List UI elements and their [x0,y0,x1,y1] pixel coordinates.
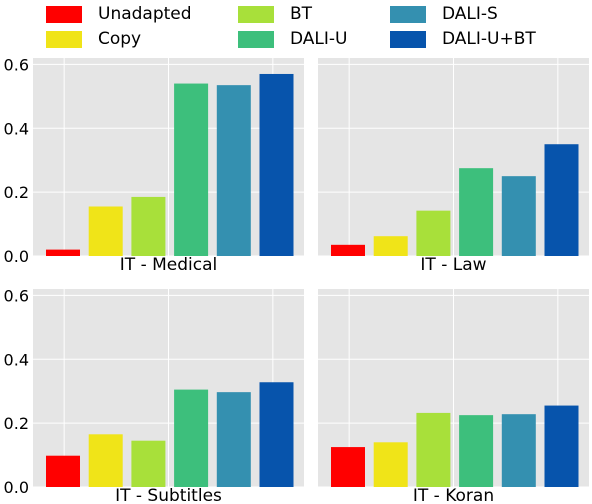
y-tick-label: 0.6 [4,55,29,74]
bar-dali-u [174,83,209,256]
legend-item: BT [238,2,312,26]
bar-dali-u [459,168,494,256]
bar-unadapted [331,447,365,487]
bar-dali-s [501,176,536,256]
bar-copy [373,442,408,487]
bar-bt [416,412,451,487]
legend-item: DALI-U [238,27,347,51]
bar-dali-u-bt [259,382,294,487]
legend-item: Unadapted [46,2,192,26]
legend-swatch [390,30,426,48]
legend-label: DALI-U [290,29,348,49]
bar-dali-s [216,392,251,487]
bar-copy [373,236,408,256]
legend-swatch [46,5,82,23]
legend-label: DALI-S [442,4,498,24]
y-tick-label: 0.6 [4,286,29,305]
bar-dali-u-bt [259,73,294,256]
bar-bt [131,196,166,256]
bar-unadapted [46,455,80,487]
legend-item: DALI-S [390,2,498,26]
bar-dali-u [459,415,494,487]
bar-copy [88,206,123,256]
y-tick-label: 0.2 [4,414,29,433]
panel-title: IT - Koran [413,486,494,504]
legend-label: Copy [98,29,142,49]
bar-bt [416,210,451,256]
panel-title: IT - Law [420,255,486,275]
bar-copy [88,434,123,487]
bar-dali-s [501,414,536,487]
bar-unadapted [331,244,365,256]
y-tick-label: 0.4 [4,119,29,138]
y-tick-label: 0.0 [4,478,29,497]
panel-title: IT - Medical [120,255,217,275]
y-tick-label: 0.4 [4,350,29,369]
legend-swatch [390,5,426,23]
bar-bt [131,440,166,487]
legend-swatch [238,30,274,48]
bar-dali-u [174,389,209,487]
legend-swatch [46,30,82,48]
legend-label: Unadapted [98,4,192,24]
bar-dali-u-bt [544,405,579,487]
panel-title: IT - Subtitles [115,486,222,504]
legend: Unadapted Copy BT DALI-U DALI-S DALI-U+BT [0,0,592,58]
legend-label: BT [290,4,313,24]
legend-item: Copy [46,27,141,51]
legend-swatch [238,5,274,23]
bar-unadapted [46,249,80,256]
bar-dali-u-bt [544,144,579,256]
y-tick-label: 0.0 [4,247,29,266]
y-tick-label: 0.2 [4,183,29,202]
bar-dali-s [216,85,251,256]
legend-item: DALI-U+BT [390,27,536,51]
legend-label: DALI-U+BT [442,29,536,49]
